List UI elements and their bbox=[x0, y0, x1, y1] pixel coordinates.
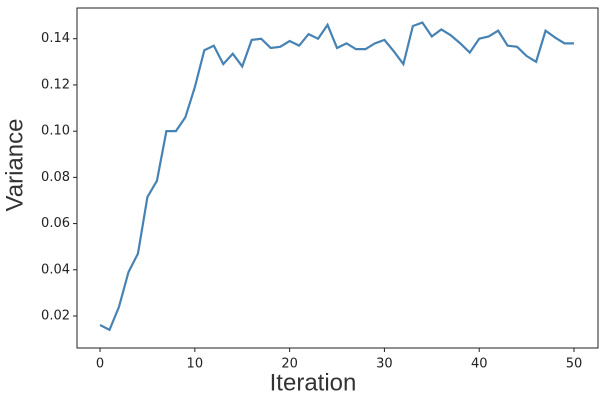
y-tick-label: 0.02 bbox=[41, 308, 70, 323]
x-tick-label: 0 bbox=[96, 357, 104, 372]
y-tick-label: 0.10 bbox=[41, 124, 70, 139]
x-axis-title: Iteration bbox=[270, 369, 357, 396]
y-tick-label: 0.08 bbox=[41, 170, 70, 185]
line-series bbox=[99, 21, 575, 332]
x-tick-label: 40 bbox=[471, 357, 488, 372]
y-tick-label: 0.04 bbox=[41, 262, 70, 277]
y-axis-title: Variance bbox=[1, 119, 28, 212]
plot-frame bbox=[76, 7, 599, 349]
y-tick-label: 0.12 bbox=[41, 77, 70, 92]
x-tick-label: 30 bbox=[376, 357, 393, 372]
x-tick-label: 10 bbox=[187, 357, 204, 372]
x-tick-label: 50 bbox=[566, 357, 583, 372]
x-tick-label: 20 bbox=[281, 357, 298, 372]
y-tick-label: 0.06 bbox=[41, 216, 70, 231]
y-tick-label: 0.14 bbox=[41, 31, 70, 46]
